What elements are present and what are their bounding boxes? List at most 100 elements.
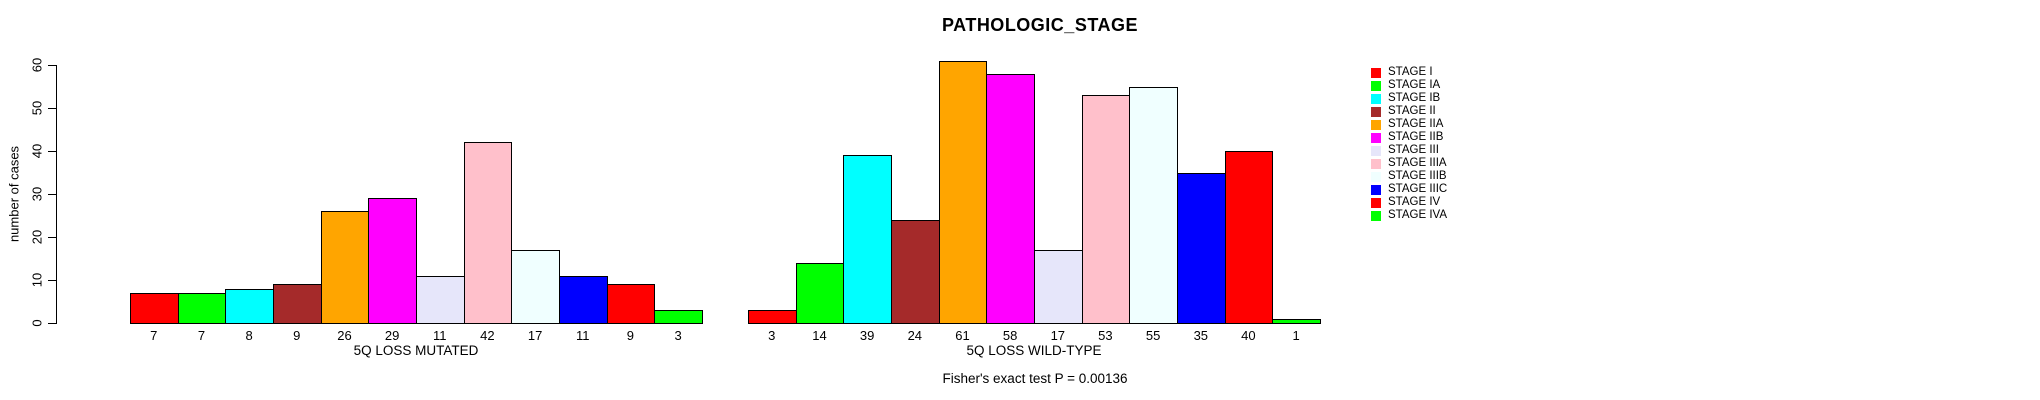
legend-swatch-stage-iiib bbox=[1371, 171, 1381, 182]
y-axis-line bbox=[56, 65, 57, 324]
legend-label-stage-iia: STAGE IIA bbox=[1388, 118, 1444, 130]
y-tick-label-30: 30 bbox=[29, 186, 45, 202]
bar-value-5q-loss-mutated-stage-ia: 7 bbox=[197, 328, 206, 343]
y-tick-label-20: 20 bbox=[29, 229, 45, 245]
bar-5q-loss-mutated-stage-iii bbox=[416, 275, 465, 324]
y-tick-mark-10 bbox=[48, 279, 56, 281]
legend-entry-stage-iv: STAGE IV bbox=[1371, 196, 1447, 209]
bar-value-5q-loss-mutated-stage-ii: 9 bbox=[293, 328, 301, 343]
bar-value-5q-loss-wild-type-stage-iiib: 55 bbox=[1145, 328, 1161, 343]
legend-swatch-stage-iii bbox=[1371, 145, 1381, 156]
bar-5q-loss-mutated-stage-iiic bbox=[558, 275, 608, 324]
legend-swatch-stage-ib bbox=[1371, 93, 1381, 104]
legend-swatch-stage-iiia bbox=[1371, 158, 1381, 169]
bar-5q-loss-mutated-stage-iiia bbox=[463, 142, 513, 324]
legend-label-stage-ib: STAGE IB bbox=[1388, 92, 1441, 104]
legend-swatch-stage-i bbox=[1371, 67, 1381, 78]
y-tick-mark-20 bbox=[48, 236, 56, 238]
legend-entry-stage-iia: STAGE IIA bbox=[1371, 118, 1447, 131]
legend-label-stage-iva: STAGE IVA bbox=[1388, 209, 1448, 221]
bar-5q-loss-mutated-stage-iva bbox=[654, 310, 703, 324]
y-tick-mark-40 bbox=[48, 150, 56, 152]
legend-entry-stage-iiib: STAGE IIIB bbox=[1371, 170, 1447, 183]
bar-value-5q-loss-mutated-stage-iv: 9 bbox=[626, 328, 635, 343]
legend-label-stage-iiia: STAGE IIIA bbox=[1388, 157, 1447, 169]
bar-5q-loss-mutated-stage-iia bbox=[320, 211, 370, 324]
y-tick-label-60: 60 bbox=[29, 57, 45, 73]
y-tick-mark-50 bbox=[48, 107, 56, 109]
y-tick-label-40: 40 bbox=[29, 143, 45, 159]
legend-label-stage-iiic: STAGE IIIC bbox=[1388, 183, 1448, 195]
bar-value-5q-loss-wild-type-stage-iib: 58 bbox=[1002, 328, 1018, 343]
legend-swatch-stage-iiic bbox=[1371, 184, 1381, 195]
legend-swatch-stage-iib bbox=[1371, 132, 1381, 143]
bar-5q-loss-wild-type-stage-iii bbox=[1034, 249, 1083, 324]
bar-5q-loss-wild-type-stage-iva bbox=[1272, 318, 1321, 324]
legend-label-stage-iiib: STAGE IIIB bbox=[1388, 170, 1447, 182]
legend-swatch-stage-iv bbox=[1371, 197, 1381, 208]
bar-value-5q-loss-mutated-stage-iiic: 11 bbox=[576, 328, 590, 343]
bar-value-5q-loss-wild-type-stage-iii: 17 bbox=[1050, 328, 1066, 343]
y-tick-mark-0 bbox=[48, 322, 56, 324]
bar-value-5q-loss-mutated-stage-iiib: 17 bbox=[527, 328, 543, 343]
bar-value-5q-loss-mutated-stage-iii: 11 bbox=[433, 328, 447, 343]
legend-label-stage-iv: STAGE IV bbox=[1388, 196, 1441, 208]
bar-5q-loss-mutated-stage-iv bbox=[606, 284, 656, 324]
bar-5q-loss-wild-type-stage-ib bbox=[843, 155, 892, 324]
y-tick-mark-30 bbox=[48, 193, 56, 195]
bar-5q-loss-mutated-stage-iiib bbox=[511, 249, 560, 324]
bar-5q-loss-wild-type-stage-iiia bbox=[1081, 95, 1131, 324]
legend-label-stage-ia: STAGE IA bbox=[1388, 79, 1441, 91]
bar-value-5q-loss-wild-type-stage-iv: 40 bbox=[1241, 328, 1256, 343]
legend-entry-stage-i: STAGE I bbox=[1371, 66, 1447, 79]
bar-value-5q-loss-wild-type-stage-iva: 1 bbox=[1292, 328, 1300, 343]
fisher-test-note: Fisher's exact test P = 0.00136 bbox=[942, 371, 1128, 386]
bar-value-5q-loss-wild-type-stage-i: 3 bbox=[768, 328, 776, 343]
bar-5q-loss-mutated-stage-ia bbox=[177, 292, 227, 324]
bar-5q-loss-mutated-stage-ii bbox=[273, 284, 322, 324]
y-tick-label-0: 0 bbox=[29, 319, 45, 327]
bar-value-5q-loss-wild-type-stage-ii: 24 bbox=[907, 328, 923, 343]
y-tick-label-10: 10 bbox=[29, 272, 45, 288]
bar-value-5q-loss-mutated-stage-iva: 3 bbox=[674, 328, 682, 343]
legend-entry-stage-iiic: STAGE IIIC bbox=[1371, 183, 1447, 196]
legend-entry-stage-iii: STAGE III bbox=[1371, 144, 1447, 157]
bar-value-5q-loss-mutated-stage-i: 7 bbox=[150, 328, 158, 343]
legend-entry-stage-iib: STAGE IIB bbox=[1371, 131, 1447, 144]
bar-value-5q-loss-mutated-stage-iiia: 42 bbox=[480, 328, 495, 343]
bar-5q-loss-wild-type-stage-ia bbox=[795, 262, 845, 324]
bar-5q-loss-wild-type-stage-i bbox=[748, 310, 797, 324]
legend-label-stage-ii: STAGE II bbox=[1388, 105, 1436, 117]
bar-value-5q-loss-mutated-stage-iia: 26 bbox=[337, 328, 352, 343]
legend: STAGE I STAGE IA STAGE IB STAGE II STAGE IIA… bbox=[1371, 66, 1447, 222]
legend-entry-stage-iva: STAGE IVA bbox=[1371, 209, 1447, 222]
bar-value-5q-loss-wild-type-stage-ia: 14 bbox=[812, 328, 827, 343]
legend-swatch-stage-iva bbox=[1371, 210, 1381, 221]
legend-entry-stage-iiia: STAGE IIIA bbox=[1371, 157, 1447, 170]
legend-swatch-stage-iia bbox=[1371, 119, 1381, 130]
y-tick-label-50: 50 bbox=[29, 100, 45, 116]
bar-5q-loss-wild-type-stage-iv bbox=[1224, 151, 1274, 324]
bar-5q-loss-mutated-stage-i bbox=[130, 292, 179, 324]
x-axis-label-mutated: 5Q LOSS MUTATED bbox=[353, 343, 479, 358]
bar-value-5q-loss-mutated-stage-ib: 8 bbox=[245, 328, 253, 343]
y-tick-mark-60 bbox=[48, 64, 56, 66]
bar-value-5q-loss-wild-type-stage-iia: 61 bbox=[955, 328, 970, 343]
bar-5q-loss-mutated-stage-ib bbox=[225, 288, 274, 324]
bar-value-5q-loss-wild-type-stage-ib: 39 bbox=[859, 328, 875, 343]
bar-value-5q-loss-wild-type-stage-iiia: 53 bbox=[1098, 328, 1113, 343]
bar-value-5q-loss-wild-type-stage-iiic: 35 bbox=[1193, 328, 1209, 343]
legend-swatch-stage-ii bbox=[1371, 106, 1381, 117]
x-axis-label-wild-type: 5Q LOSS WILD-TYPE bbox=[966, 343, 1102, 358]
legend-label-stage-i: STAGE I bbox=[1388, 66, 1433, 78]
bar-5q-loss-wild-type-stage-ii bbox=[891, 219, 940, 324]
legend-entry-stage-ii: STAGE II bbox=[1371, 105, 1447, 118]
bar-5q-loss-mutated-stage-iib bbox=[368, 198, 417, 324]
bar-5q-loss-wild-type-stage-iiib bbox=[1129, 86, 1178, 324]
y-axis-title: number of cases bbox=[6, 145, 22, 243]
legend-entry-stage-ib: STAGE IB bbox=[1371, 92, 1447, 105]
legend-label-stage-iii: STAGE III bbox=[1388, 144, 1439, 156]
bar-5q-loss-wild-type-stage-iia bbox=[938, 60, 988, 324]
chart-title: PATHOLOGIC_STAGE bbox=[941, 15, 1138, 35]
